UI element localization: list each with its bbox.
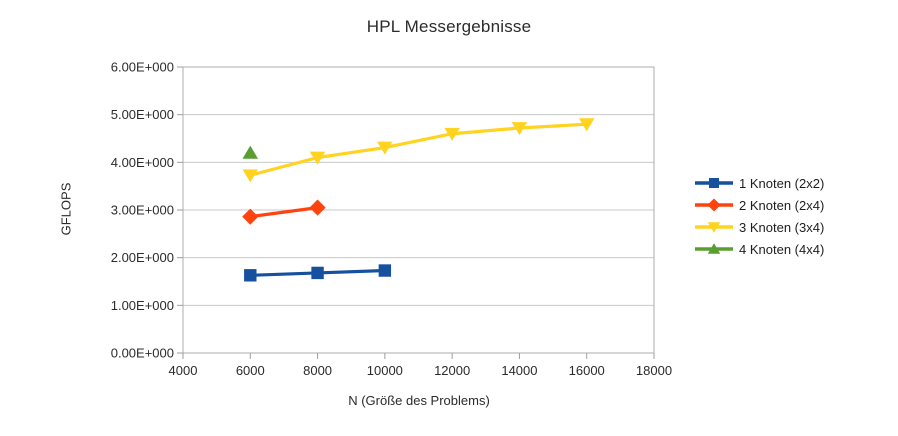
marker-triangle-up — [242, 145, 259, 159]
marker-diamond — [707, 198, 721, 212]
marker-triangle-down — [242, 169, 259, 183]
series-3 — [242, 118, 595, 183]
x-tick-label: 4000 — [169, 363, 198, 378]
legend-swatch — [695, 178, 733, 188]
series-2 — [242, 199, 326, 225]
x-tick-label: 6000 — [236, 363, 265, 378]
legend: 1 Knoten (2x2) 2 Knoten (2x4) 3 Knoten (3x… — [694, 172, 824, 260]
legend-swatch — [695, 198, 733, 212]
legend-item-1: 1 Knoten (2x2) — [694, 172, 824, 194]
x-tick-label: 10000 — [367, 363, 403, 378]
x-tick-label: 12000 — [434, 363, 470, 378]
axis-ticks — [177, 66, 655, 359]
series-1 — [244, 264, 392, 282]
marker-triangle-up — [707, 243, 721, 254]
marker-diamond — [242, 208, 259, 225]
y-tick-label: 2.00E+000 — [111, 250, 174, 265]
marker-square — [311, 266, 324, 280]
y-tick-label: 4.00E+000 — [111, 155, 174, 170]
y-tick-label: 5.00E+000 — [111, 107, 174, 122]
x-tick-label: 8000 — [303, 363, 332, 378]
y-tick-labels: 0.00E+000 1.00E+000 2.00E+000 3.00E+000 4.00… — [111, 60, 174, 361]
legend-swatch — [695, 222, 733, 233]
marker-square — [378, 264, 392, 277]
y-tick-label: 1.00E+000 — [111, 298, 174, 313]
series-line — [249, 122, 587, 177]
marker-square — [709, 178, 719, 188]
y-axis-title: GFLOPS — [58, 182, 74, 236]
marker-triangle-down — [377, 141, 393, 155]
legend-item-3: 3 Knoten (3x4) — [694, 216, 824, 238]
legend-label: 1 Knoten (2x2) — [739, 175, 825, 191]
x-tick-label: 18000 — [636, 363, 672, 378]
y-tick-label: 3.00E+000 — [111, 203, 174, 218]
legend-item-4: 4 Knoten (4x4) — [694, 238, 824, 260]
series-line — [250, 206, 318, 219]
legend-swatch — [695, 243, 733, 254]
x-tick-label: 16000 — [569, 363, 605, 378]
x-tick-label: 14000 — [501, 363, 537, 378]
marker-triangle-down — [444, 127, 460, 141]
series-4 — [242, 145, 259, 159]
legend-label: 3 Knoten (3x4) — [739, 219, 825, 235]
marker-diamond — [309, 199, 326, 216]
gridlines — [183, 66, 654, 354]
legend-label: 4 Knoten (4x4) — [739, 241, 825, 257]
marker-triangle-down — [578, 118, 595, 132]
x-axis-title: N (Größe des Problems) — [348, 393, 490, 408]
legend-label: 2 Knoten (2x4) — [739, 197, 825, 213]
y-tick-label: 0.00E+000 — [111, 346, 174, 361]
legend-item-2: 2 Knoten (2x4) — [694, 194, 824, 216]
marker-triangle-down — [707, 222, 721, 233]
marker-square — [244, 269, 257, 282]
marker-triangle-down — [511, 122, 528, 136]
chart-title: HPL Messergebnisse — [366, 17, 532, 36]
marker-triangle-down — [309, 151, 326, 165]
x-tick-labels: 4000 6000 8000 10000 12000 14000 16000 18000 — [169, 363, 673, 378]
y-tick-label: 6.00E+000 — [111, 60, 174, 75]
